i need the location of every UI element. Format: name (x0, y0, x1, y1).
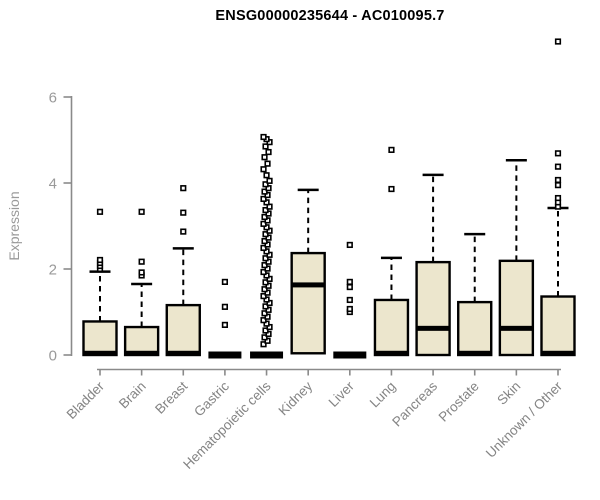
outlier-point (554, 150, 562, 157)
median-line (166, 350, 200, 356)
outlier-point (261, 188, 268, 195)
outlier-point (554, 38, 562, 45)
box-prostate (457, 300, 493, 357)
outlier-point (262, 231, 269, 238)
x-category-label: Pancreas (389, 378, 440, 429)
outlier-point (554, 182, 562, 189)
box-bladder (82, 320, 118, 357)
x-category-label: Brain (116, 379, 149, 412)
box-kidney (290, 251, 326, 355)
x-category-label: Kidney (276, 378, 316, 418)
outlier-point (261, 154, 268, 161)
outlier-point (554, 163, 562, 170)
y-tick-label: 4 (49, 176, 57, 193)
outlier-point (96, 208, 104, 215)
outlier-point (138, 208, 145, 215)
median-line (83, 350, 117, 356)
x-category-label: Liver (326, 378, 358, 410)
outlier-point (262, 303, 269, 310)
box-lung (373, 298, 410, 357)
median-line (499, 325, 533, 331)
median-line (125, 350, 159, 356)
outlier-point (346, 241, 353, 249)
chart-title: ENSG00000235644 - AC010095.7 (215, 8, 445, 24)
box-pancreas (415, 260, 451, 357)
outlier-point (261, 286, 268, 293)
outlier-point (260, 195, 267, 203)
outlier-point (261, 213, 268, 221)
outlier-point (263, 172, 270, 179)
box-unknown-other (540, 295, 576, 357)
outlier-point (264, 160, 271, 167)
outlier-point (388, 146, 395, 153)
outlier-point (138, 258, 145, 265)
outlier-point (261, 237, 268, 245)
outlier-point (554, 194, 562, 202)
outlier-point (262, 255, 269, 262)
outlier-point (260, 133, 267, 141)
outlier-point (221, 303, 229, 310)
x-category-label: Breast (152, 378, 190, 416)
x-category-label: Bladder (64, 378, 108, 422)
outlier-point (260, 166, 267, 173)
outlier-point (260, 220, 267, 227)
outlier-point (221, 278, 229, 286)
outlier-point (346, 305, 353, 313)
outlier-point (554, 176, 562, 184)
median-line (541, 350, 575, 356)
outlier-point (261, 262, 268, 269)
outlier-point (260, 268, 267, 276)
outlier-point (262, 327, 269, 334)
outlier-point (346, 283, 353, 291)
box-skin (498, 259, 535, 357)
outlier-point (266, 177, 273, 184)
outlier-point (262, 206, 269, 214)
outlier-point (180, 228, 187, 235)
outlier-point (261, 310, 268, 317)
outlier-point (346, 278, 353, 286)
y-tick-label: 6 (49, 90, 57, 107)
median-line (374, 350, 408, 356)
outlier-point (138, 269, 145, 276)
outlier-point (260, 341, 267, 348)
outlier-point (262, 143, 269, 150)
x-category-label: Skin (494, 379, 523, 408)
collapsed-box (333, 351, 367, 359)
median-line (416, 325, 450, 331)
x-category-label: Gastric (191, 378, 232, 419)
outlier-point (180, 185, 187, 192)
outlier-point (261, 334, 268, 341)
outlier-point (262, 181, 269, 188)
outlier-point (265, 148, 272, 156)
outlier-point (260, 292, 267, 300)
y-tick-label: 2 (49, 262, 57, 279)
x-category-label: Unknown / Other (483, 378, 566, 461)
y-tick-label: 0 (49, 348, 57, 365)
median-line (458, 350, 492, 356)
collapsed-box (250, 351, 284, 359)
outlier-point (221, 321, 229, 329)
outlier-point (260, 317, 267, 324)
outlier-point (346, 296, 353, 304)
median-line (291, 282, 325, 288)
x-category-label: Lung (367, 379, 399, 411)
outlier-point (388, 185, 395, 193)
x-category-label: Prostate (436, 379, 482, 425)
outlier-point (96, 256, 104, 264)
outlier-point (180, 209, 187, 216)
collapsed-box (208, 351, 242, 359)
outlier-point (260, 244, 267, 252)
box-breast (165, 303, 201, 357)
outlier-point (262, 279, 269, 286)
